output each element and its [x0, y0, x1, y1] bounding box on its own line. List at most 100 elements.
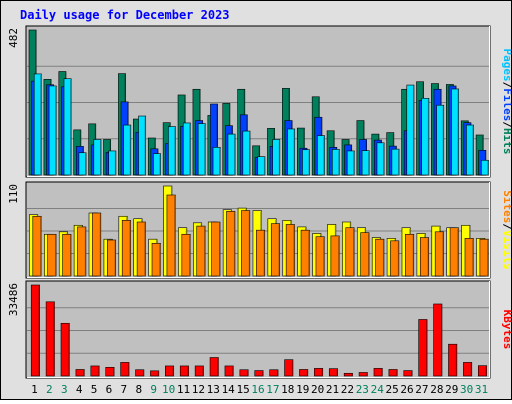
bar-pages: [317, 135, 325, 176]
x-tick-label: 16: [251, 383, 264, 396]
bar-pages: [376, 142, 385, 176]
x-tick-label: 30: [460, 383, 473, 396]
x-tick-label: 17: [266, 383, 279, 396]
x-tick-label: 10: [162, 383, 175, 396]
x-axis-day-labels: 1 2 3 4 5 6 7 8 9 10 11 12 13 14 15 16 17 18 19 20 21 22 23 24 2…: [31, 383, 488, 396]
bar-pages: [108, 150, 117, 176]
x-tick-label: 13: [207, 383, 220, 396]
bar-kbytes: [30, 284, 40, 377]
legend: Sites/Visits: [501, 190, 512, 270]
x-tick-label: 26: [400, 383, 413, 396]
bar-kbytes: [448, 343, 458, 377]
x-tick-label: 7: [121, 383, 128, 396]
panel-visits_sites: 110 Sites/Visits: [7, 181, 512, 279]
x-tick-label: 3: [61, 383, 68, 396]
legend-item: Hits: [501, 128, 511, 155]
bar-sites: [256, 229, 266, 277]
x-tick-label: 23: [356, 383, 369, 396]
bar-pages: [197, 123, 206, 176]
x-tick-label: 22: [341, 383, 354, 396]
bar-sites: [77, 226, 87, 277]
bar-kbytes: [403, 370, 413, 377]
bar-pages: [421, 97, 430, 176]
bar-pages: [406, 84, 415, 176]
bar-kbytes: [135, 369, 145, 377]
legend-text: Sites/Visits: [501, 190, 511, 270]
bar-pages: [331, 149, 340, 176]
panel-kbytes: 33486 KBytes: [7, 280, 512, 379]
bar-kbytes: [194, 365, 204, 377]
bar-pages: [182, 122, 191, 176]
bar-sites: [270, 223, 280, 277]
bar-kbytes: [150, 370, 160, 377]
bar-sites: [32, 215, 42, 277]
bar-pages: [480, 159, 489, 176]
bar-kbytes: [358, 372, 368, 377]
bar-sites: [419, 237, 429, 277]
bar-kbytes: [418, 319, 428, 377]
bar-sites: [479, 238, 489, 277]
bar-sites: [181, 233, 191, 277]
legend-separator: /: [501, 121, 511, 128]
bar-sites: [330, 235, 340, 277]
bar-sites: [315, 236, 325, 277]
bar-pages: [63, 78, 72, 176]
bar-pages: [93, 139, 102, 176]
legend-separator: /: [501, 223, 511, 230]
y-max-label: 110: [7, 184, 20, 204]
bar-pages: [287, 128, 296, 176]
x-tick-label: 1: [31, 383, 38, 396]
legend-text: KBytes: [501, 310, 511, 350]
bar-sites: [360, 232, 370, 277]
bar-kbytes: [165, 365, 175, 377]
bar-sites: [226, 211, 236, 277]
bar-kbytes: [314, 368, 324, 377]
bar-kbytes: [209, 357, 219, 377]
bar-sites: [241, 210, 251, 277]
bar-pages: [227, 133, 236, 176]
bar-sites: [285, 224, 295, 277]
bar-sites: [196, 225, 206, 277]
x-tick-label: 14: [222, 383, 236, 396]
bar-kbytes: [60, 322, 70, 377]
bar-pages: [123, 124, 132, 176]
bar-kbytes: [120, 362, 130, 377]
bar-pages: [168, 126, 176, 176]
legend-item: Visits: [501, 230, 511, 270]
legend: Pages/Files/Hits: [501, 49, 512, 155]
bar-kbytes: [254, 370, 264, 377]
bar-pages: [272, 139, 281, 176]
bar-kbytes: [179, 365, 189, 377]
bar-kbytes: [269, 369, 279, 377]
bar-kbytes: [90, 365, 100, 377]
x-tick-label: 31: [475, 383, 488, 396]
bar-pages: [302, 149, 310, 176]
bar-kbytes: [45, 301, 55, 377]
legend-text: Pages/Files/Hits: [501, 49, 511, 155]
bar-sites: [464, 238, 474, 277]
bar-pages: [391, 148, 400, 176]
bar-pages: [33, 73, 42, 176]
bar-sites: [390, 240, 400, 277]
bar-kbytes: [299, 369, 309, 377]
panel-bars: [30, 284, 487, 377]
panel-bars: [28, 29, 489, 176]
chart-panels: 482Pages/Files/Hits110Sites/Visits33486K…: [7, 25, 512, 379]
bar-kbytes: [328, 368, 338, 377]
bar-sites: [166, 194, 176, 277]
x-tick-label: 15: [236, 383, 249, 396]
legend-separator: /: [501, 82, 511, 89]
panel-bars: [29, 185, 489, 277]
bar-sites: [151, 242, 161, 277]
x-tick-label: 9: [150, 383, 157, 396]
legend: KBytes: [501, 310, 512, 350]
bar-pages: [242, 130, 251, 176]
bar-kbytes: [477, 365, 487, 377]
bar-sites: [47, 233, 57, 277]
bar-pages: [257, 156, 266, 176]
x-tick-label: 2: [46, 383, 53, 396]
bar-kbytes: [388, 369, 398, 377]
x-tick-label: 4: [76, 383, 83, 396]
